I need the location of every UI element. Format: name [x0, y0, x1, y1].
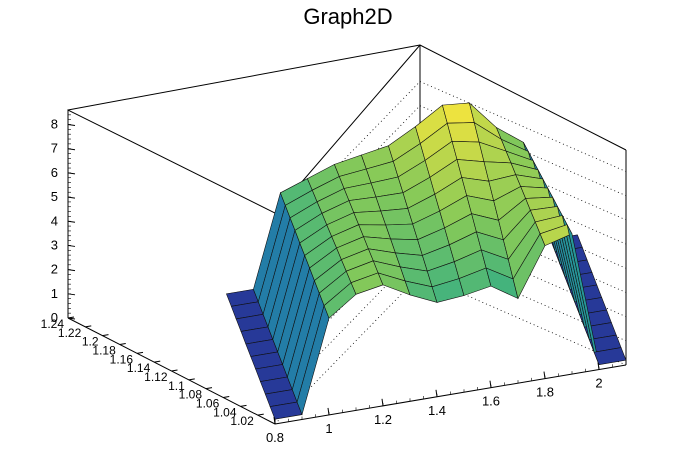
- y-tick-mark: [67, 316, 75, 319]
- y-tick-label: 1.06: [196, 397, 220, 411]
- z-tick-label: 1: [51, 286, 58, 301]
- y-tick-mark: [188, 378, 195, 381]
- z-grid-line: [419, 81, 627, 172]
- y-tick-mark: [154, 360, 161, 363]
- x-tick-label: 0.8: [266, 430, 284, 445]
- y-tick-mark: [102, 334, 109, 337]
- y-tick-label: 1.2: [82, 335, 99, 349]
- z-grid-line: [419, 250, 627, 342]
- left-back-wall: [67, 109, 276, 424]
- y-tick-mark: [85, 325, 92, 328]
- y-tick-mark: [257, 413, 264, 416]
- z-tick-label: 7: [51, 141, 58, 156]
- y-tick-label: 1.12: [144, 370, 168, 384]
- y-tick-label: 1.16: [110, 352, 134, 366]
- z-tick-label: 2: [51, 262, 58, 277]
- y-tick-label: 1.1: [168, 379, 185, 393]
- top-left-edge: [67, 44, 421, 111]
- surface-cell: [451, 140, 485, 163]
- surface-cell: [380, 208, 414, 226]
- axes: 0123456780.811.21.41.61.821.021.041.061.…: [41, 114, 613, 445]
- surface-cell: [442, 102, 475, 124]
- y-tick-mark: [240, 404, 247, 407]
- chart-title: Graph2D: [303, 4, 392, 29]
- x-tick-label: 1.6: [482, 394, 500, 409]
- y-tick-label: 1.08: [179, 388, 203, 402]
- y-tick-mark: [136, 351, 144, 354]
- y-tick-label: 1.18: [92, 344, 116, 358]
- y-tick-mark: [171, 369, 178, 372]
- z-tick-label: 8: [51, 117, 58, 132]
- surface-cell: [353, 210, 387, 226]
- y-tick-mark: [119, 343, 126, 345]
- y-tick-mark: [205, 387, 213, 390]
- z-grid-line: [419, 274, 627, 366]
- z-tick-label: 0: [51, 310, 58, 325]
- z-tick-label: 4: [51, 213, 58, 228]
- x-tick-label: 1.8: [536, 385, 554, 400]
- z-tick-label: 3: [51, 237, 58, 252]
- x-tick-label: 1: [325, 421, 332, 436]
- y-tick-label: 1.04: [213, 405, 237, 419]
- y-tick-label: 1.14: [127, 361, 151, 375]
- y-tick-mark: [223, 396, 230, 398]
- x-tick-label: 1.2: [374, 412, 392, 427]
- y-tick-label: 1.22: [58, 326, 82, 340]
- z-tick-label: 5: [51, 189, 58, 204]
- y-tick-label: 1.02: [230, 414, 254, 428]
- y-tick-label: 1.24: [41, 317, 65, 331]
- z-tick-label: 6: [51, 165, 58, 180]
- x-tick-label: 1.4: [428, 403, 446, 418]
- surface-cell: [593, 347, 627, 366]
- surface-cell: [385, 223, 419, 241]
- surface: [225, 102, 627, 420]
- x-tick-label: 2: [595, 376, 602, 391]
- surface-cell: [446, 122, 480, 143]
